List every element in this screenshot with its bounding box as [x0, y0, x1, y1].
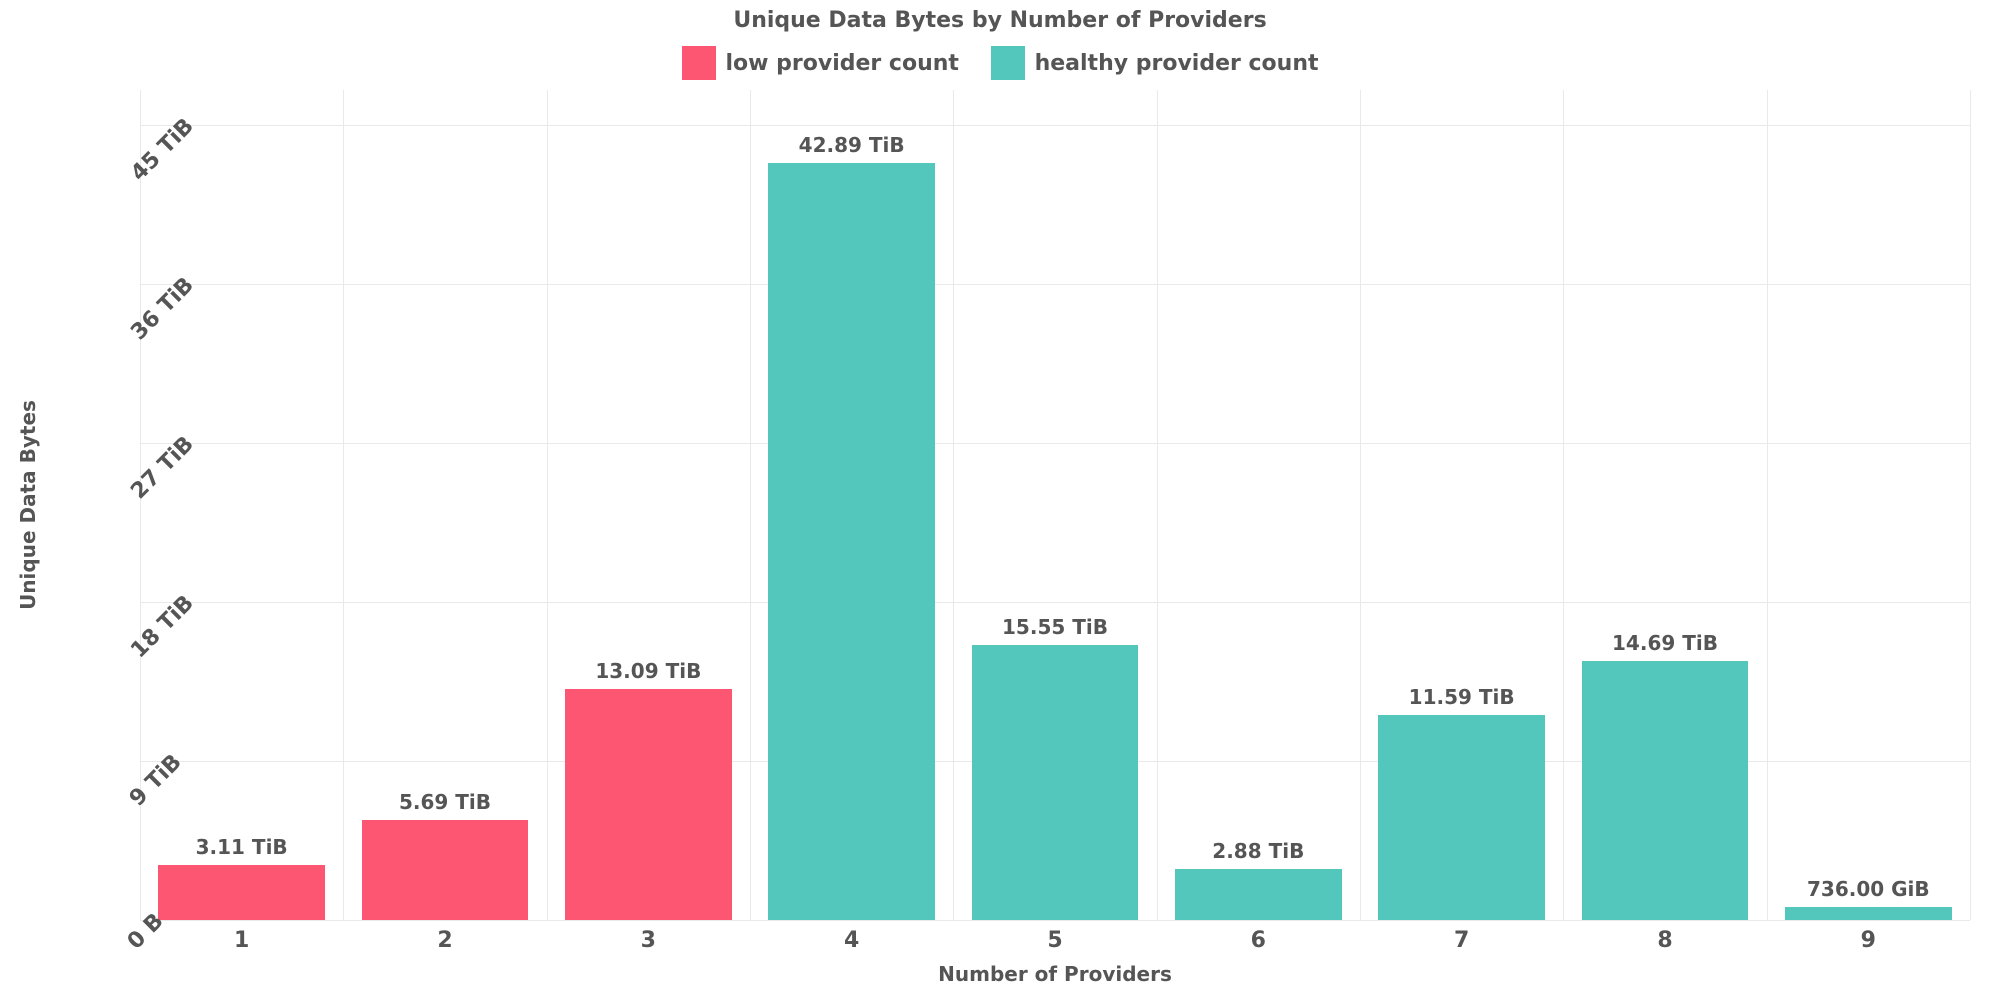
x-axis-label: Number of Providers: [938, 962, 1172, 986]
bar-value-label: 2.88 TiB: [1212, 839, 1304, 863]
legend: low provider count healthy provider coun…: [0, 46, 2000, 86]
bar-value-label: 13.09 TiB: [595, 659, 701, 683]
gridline-h: [140, 920, 1970, 921]
legend-swatch-healthy: [991, 46, 1025, 80]
x-tick-label: 2: [437, 928, 452, 953]
bar-value-label: 11.59 TiB: [1409, 685, 1515, 709]
gridline-v: [1360, 90, 1361, 920]
x-tick-label: 3: [641, 928, 656, 953]
gridline-v: [1970, 90, 1971, 920]
legend-label-healthy: healthy provider count: [1035, 51, 1319, 76]
gridline-v: [343, 90, 344, 920]
gridline-h: [140, 284, 1970, 285]
gridline-v: [750, 90, 751, 920]
gridline-h: [140, 443, 1970, 444]
x-tick-label: 6: [1251, 928, 1266, 953]
legend-item-healthy: healthy provider count: [991, 46, 1319, 80]
chart-title: Unique Data Bytes by Number of Providers: [0, 8, 2000, 33]
gridline-v: [1767, 90, 1768, 920]
bar: [565, 689, 732, 920]
x-tick-label: 8: [1657, 928, 1672, 953]
chart-container: Unique Data Bytes by Number of Providers…: [0, 0, 2000, 1000]
x-tick-label: 1: [234, 928, 249, 953]
bar-value-label: 14.69 TiB: [1612, 631, 1718, 655]
bar-value-label: 3.11 TiB: [196, 835, 288, 859]
bar: [1582, 661, 1749, 920]
legend-item-low: low provider count: [682, 46, 959, 80]
x-tick-label: 4: [844, 928, 859, 953]
bar: [1785, 907, 1952, 920]
bar: [158, 865, 325, 920]
gridline-v: [1563, 90, 1564, 920]
legend-swatch-low: [682, 46, 716, 80]
gridline-v: [547, 90, 548, 920]
bar-value-label: 42.89 TiB: [799, 133, 905, 157]
legend-label-low: low provider count: [726, 51, 959, 76]
x-tick-label: 5: [1047, 928, 1062, 953]
y-axis-label: Unique Data Bytes: [16, 400, 40, 610]
bar: [1378, 715, 1545, 920]
bar-value-label: 15.55 TiB: [1002, 615, 1108, 639]
bar: [768, 163, 935, 920]
gridline-h: [140, 602, 1970, 603]
gridline-v: [1157, 90, 1158, 920]
gridline-h: [140, 125, 1970, 126]
gridline-v: [953, 90, 954, 920]
plot-area: 3.11 TiB 5.69 TiB 13.09 TiB 42.89 TiB 15.55 …: [140, 90, 1970, 920]
bar-value-label: 5.69 TiB: [399, 790, 491, 814]
bar: [972, 645, 1139, 920]
bar: [362, 820, 529, 920]
x-tick-label: 7: [1454, 928, 1469, 953]
x-tick-label: 9: [1861, 928, 1876, 953]
bar: [1175, 869, 1342, 920]
bar-value-label: 736.00 GiB: [1807, 877, 1930, 901]
